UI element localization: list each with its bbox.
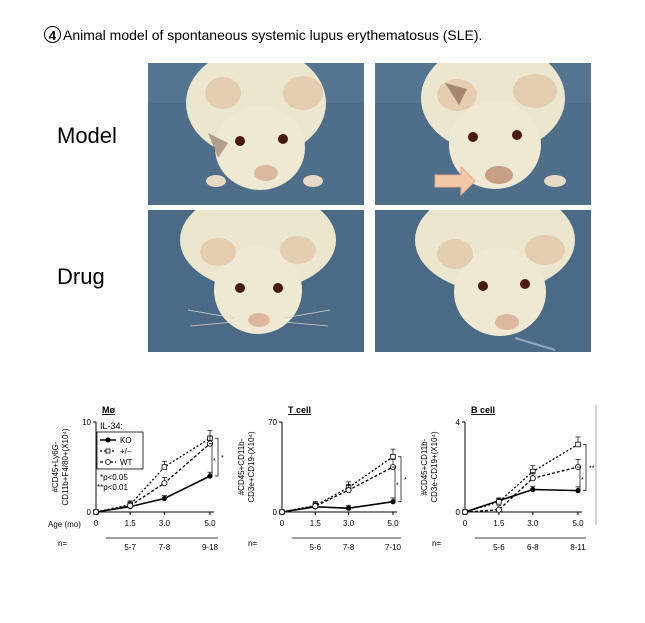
significance-bracket xyxy=(209,443,213,477)
x-tick-label: 1.5 xyxy=(125,519,137,528)
series-line xyxy=(95,443,211,513)
series-line xyxy=(281,500,394,513)
data-point xyxy=(346,505,352,511)
series-line xyxy=(464,466,579,513)
significance-bracket xyxy=(215,437,219,477)
legend-marker-wt xyxy=(105,459,111,465)
y-axis-label: #CD45+Ly6G-CD11b+F4/80+(X10⁴) xyxy=(51,428,70,505)
x-tick-label: 0 xyxy=(280,519,285,528)
figure-title: 4 Animal model of spontaneous systemic lu… xyxy=(44,26,482,43)
data-point xyxy=(161,495,167,502)
legend-heading: IL-34: xyxy=(100,421,123,431)
x-tick-label: 5.0 xyxy=(387,519,399,528)
n-row-label: n= xyxy=(248,539,257,548)
charts-panel: IL-34: KO +/− WT *p<0.05 **p<0.01 Age (m… xyxy=(48,405,597,552)
x-tick-label: 0 xyxy=(94,519,99,528)
legend-label-ko: KO xyxy=(120,436,132,445)
x-tick-label: 5.0 xyxy=(572,519,584,528)
n-count-label: 7-10 xyxy=(385,543,402,552)
n-count-label: 8-11 xyxy=(570,543,586,552)
significance-bracket xyxy=(577,466,581,491)
series-line xyxy=(281,466,394,513)
pvalue-note-2: **p<0.01 xyxy=(97,483,128,492)
x-tick-label: 5.0 xyxy=(204,519,216,528)
data-point xyxy=(127,502,134,509)
series-line xyxy=(464,488,579,513)
data-point xyxy=(161,480,168,487)
data-point xyxy=(461,509,468,516)
figure-number: 4 xyxy=(44,26,61,43)
significance-marker: * xyxy=(213,458,216,465)
data-point xyxy=(529,475,536,482)
significance-marker: * xyxy=(221,455,224,462)
chart-title: T cell xyxy=(288,405,311,415)
series-line xyxy=(464,443,579,513)
data-point xyxy=(278,509,285,516)
photo-panel xyxy=(146,58,598,355)
n-count-label: 5-6 xyxy=(493,543,505,552)
chart-title: Mø xyxy=(102,405,115,415)
chart-title: B cell xyxy=(471,405,495,415)
x-tick-label: 1.5 xyxy=(310,519,322,528)
data-point xyxy=(390,454,396,460)
significance-marker: * xyxy=(581,477,584,484)
y-tick-label: 0 xyxy=(87,508,92,517)
n-count-label: 7-8 xyxy=(159,543,171,552)
pvalue-note-1: *p<0.05 xyxy=(100,473,128,482)
y-axis-label: #CD45+CD11b-CD3e+CD19-(X10⁴) xyxy=(237,431,256,503)
n-count-label: 7-8 xyxy=(343,543,355,552)
x-tick-label: 3.0 xyxy=(343,519,355,528)
figure-title-text: Animal model of spontaneous systemic lup… xyxy=(63,27,483,43)
legend-marker-ko xyxy=(105,437,111,443)
legend-label-wt: WT xyxy=(120,458,133,467)
legend-label-het: +/− xyxy=(120,447,132,456)
y-axis-label: #CD45+CD11b-CD3e-CD19+(X10⁴) xyxy=(420,431,439,503)
significance-bracket xyxy=(392,466,396,503)
y-tick-label: 0 xyxy=(456,508,461,517)
photo-model-left xyxy=(148,63,364,205)
significance-marker: * xyxy=(396,482,399,489)
significance-marker: ** xyxy=(589,466,595,473)
photo-model-right xyxy=(375,63,591,205)
significance-marker: * xyxy=(404,477,407,484)
n-row-label: n= xyxy=(432,539,441,548)
legend: IL-34: KO +/− WT xyxy=(96,421,144,470)
data-point xyxy=(496,499,502,505)
row-label-drug: Drug xyxy=(57,264,105,289)
legend-marker-het xyxy=(105,448,111,454)
n-count-label: 9-18 xyxy=(202,543,219,552)
y-tick-label: 10 xyxy=(82,418,91,427)
data-point xyxy=(345,487,352,494)
row-label-model: Model xyxy=(57,123,117,148)
y-tick-label: 4 xyxy=(456,418,461,427)
data-point xyxy=(530,486,536,493)
n-count-label: 5-6 xyxy=(310,543,322,552)
n-count-label: 5-7 xyxy=(124,543,136,552)
x-tick-label: 3.0 xyxy=(527,519,539,528)
photo-drug-left xyxy=(148,210,364,352)
photo-drug-right xyxy=(375,210,591,352)
x-axis-label: Age (mo) xyxy=(48,520,81,529)
n-row-label: n= xyxy=(58,539,67,548)
data-point xyxy=(312,503,319,510)
n-count-label: 6-8 xyxy=(527,543,539,552)
x-tick-label: 1.5 xyxy=(493,519,505,528)
y-tick-label: 70 xyxy=(268,418,277,427)
y-tick-label: 0 xyxy=(273,508,278,517)
x-tick-label: 3.0 xyxy=(159,519,171,528)
data-point xyxy=(495,506,502,513)
significance-bracket xyxy=(583,444,587,491)
data-point xyxy=(93,509,100,516)
x-tick-label: 0 xyxy=(463,519,468,528)
significance-bracket xyxy=(398,456,402,503)
data-point xyxy=(161,464,168,470)
data-point xyxy=(575,441,581,448)
